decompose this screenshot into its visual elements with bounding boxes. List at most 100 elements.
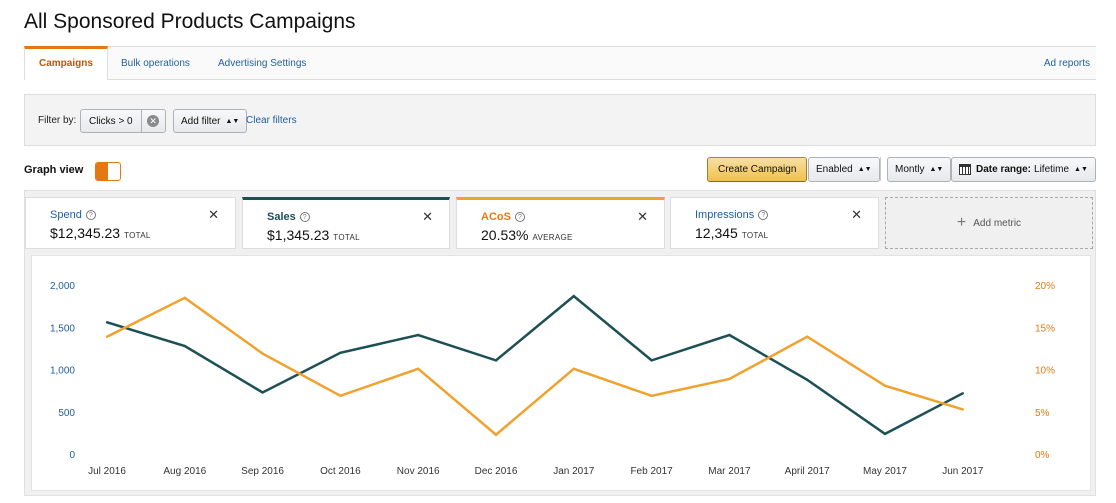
close-circle-icon: ✕	[147, 115, 160, 127]
metric-card-sales[interactable]: Sales? $1,345.23 TOTAL ✕	[242, 197, 450, 249]
y-right-tick-label: 5%	[1035, 408, 1050, 419]
data-point-sales	[105, 321, 109, 324]
metric-card-spend[interactable]: Spend? $12,345.23 TOTAL ✕	[25, 197, 236, 249]
metric-name: Sales?	[267, 211, 310, 223]
data-point-acos	[572, 367, 575, 371]
calendar-icon	[959, 164, 971, 175]
filter-bar: Filter by: Clicks > 0 ✕ Add filter ▲▼ Cle…	[24, 94, 1096, 146]
data-point-acos	[183, 296, 186, 300]
add-filter-button[interactable]: Add filter ▲▼	[173, 109, 248, 133]
data-point-sales	[417, 333, 420, 337]
filter-chip: Clicks > 0 ✕	[80, 109, 166, 133]
y-right-tick-label: 0%	[1035, 450, 1050, 461]
x-tick-label: Dec 2016	[475, 466, 518, 477]
date-range-value: Lifetime	[1034, 164, 1070, 175]
data-point-sales	[883, 432, 887, 436]
caret-icon: ▲▼	[929, 166, 944, 173]
metrics-panel: Spend? $12,345.23 TOTAL ✕ Sales? $1,345.2…	[24, 190, 1096, 496]
tab-bar: Campaigns Bulk operations Advertising Se…	[24, 46, 1096, 80]
metric-kind: AVERAGE	[532, 233, 573, 242]
x-tick-label: Mar 2017	[708, 466, 751, 477]
caret-icon: ▲▼	[857, 166, 872, 173]
date-range-label: Date range:	[976, 164, 1032, 175]
y-left-tick-label: 2,000	[50, 281, 75, 292]
y-left-tick-label: 0	[69, 450, 75, 461]
add-filter-label: Add filter	[181, 115, 221, 127]
x-tick-label: April 2017	[785, 466, 830, 477]
x-tick-label: Sep 2016	[241, 466, 284, 477]
metric-name: Impressions?	[695, 209, 769, 221]
filter-label: Filter by:	[38, 115, 77, 126]
filter-chip-label: Clicks > 0	[89, 115, 133, 127]
metric-card-impressions[interactable]: Impressions? 12,345 TOTAL ✕	[670, 197, 879, 249]
metric-value: 20.53% AVERAGE	[481, 227, 573, 243]
help-icon[interactable]: ?	[514, 212, 525, 222]
y-right-tick-label: 10%	[1035, 366, 1055, 377]
metric-name-text: Spend	[50, 209, 82, 221]
help-icon[interactable]: ?	[758, 210, 769, 220]
help-icon[interactable]: ?	[85, 210, 96, 220]
tab-advertising-settings[interactable]: Advertising Settings	[218, 58, 307, 69]
data-point-sales	[961, 392, 964, 395]
data-point-acos	[339, 394, 342, 398]
close-icon[interactable]: ✕	[637, 209, 648, 224]
line-chart: 2,000 1,500 1,000 500 0 20% 15% 10% 5% 0% Jul 2016…	[50, 281, 1055, 477]
metric-value-text: $1,345.23	[267, 227, 330, 243]
close-icon[interactable]: ✕	[208, 207, 219, 222]
metric-kind: TOTAL	[333, 233, 360, 242]
metric-kind: TOTAL	[124, 231, 151, 240]
remove-filter-button[interactable]: ✕	[140, 110, 165, 132]
toolbar-divider	[880, 157, 881, 181]
x-tick-label: May 2017	[863, 466, 907, 477]
metric-card-acos[interactable]: ACoS? 20.53% AVERAGE ✕	[456, 197, 665, 249]
x-tick-label: Jul 2016	[88, 466, 126, 477]
x-tick-label: Jun 2017	[942, 466, 984, 477]
add-metric-button[interactable]: + Add metric	[885, 197, 1093, 249]
metric-value-text: $12,345.23	[50, 225, 121, 241]
data-point-sales	[494, 359, 498, 362]
metric-name: Spend?	[50, 209, 96, 221]
x-tick-label: Nov 2016	[397, 466, 440, 477]
data-point-sales	[572, 294, 575, 298]
y-left-tick-label: 500	[58, 408, 75, 419]
data-point-sales	[339, 351, 342, 354]
y-right-tick-label: 15%	[1035, 323, 1055, 334]
status-dropdown[interactable]: Enabled ▲▼	[808, 157, 880, 182]
data-point-sales	[728, 333, 731, 337]
close-icon[interactable]: ✕	[851, 207, 862, 222]
x-tick-label: Aug 2016	[163, 466, 206, 477]
series-line-sales	[106, 294, 964, 436]
y-left-tick-label: 1,000	[50, 366, 75, 377]
y-left-tick-label: 1,500	[50, 323, 75, 334]
date-range-dropdown[interactable]: Date range: Lifetime ▲▼	[951, 157, 1096, 182]
clear-filters-link[interactable]: Clear filters	[246, 115, 297, 126]
help-icon[interactable]: ?	[299, 212, 310, 222]
data-point-acos	[417, 367, 420, 371]
metric-name-text: Sales	[267, 211, 296, 223]
period-value: Montly	[895, 164, 925, 175]
x-tick-label: Oct 2016	[320, 466, 361, 477]
metric-value-text: 12,345	[695, 225, 738, 241]
create-campaign-button[interactable]: Create Campaign	[707, 157, 808, 182]
status-value: Enabled	[816, 164, 853, 175]
metric-name-text: Impressions	[695, 209, 755, 221]
metric-name-text: ACoS	[481, 211, 511, 223]
caret-icon: ▲▼	[225, 117, 240, 125]
ad-reports-link[interactable]: Ad reports	[1043, 58, 1090, 69]
graph-view-toggle[interactable]	[95, 162, 121, 181]
data-point-sales	[650, 359, 653, 362]
data-point-acos	[883, 384, 887, 387]
data-point-sales	[261, 391, 264, 394]
data-point-acos	[261, 352, 264, 355]
close-icon[interactable]: ✕	[422, 209, 433, 224]
metric-kind: TOTAL	[741, 231, 769, 240]
metric-name: ACoS?	[481, 211, 525, 223]
data-point-acos	[961, 408, 964, 411]
chart-container: 2,000 1,500 1,000 500 0 20% 15% 10% 5% 0% Jul 2016…	[31, 255, 1091, 491]
tab-bulk-operations[interactable]: Bulk operations	[121, 58, 190, 69]
metric-value-text: 20.53%	[481, 227, 529, 243]
metric-value: $1,345.23 TOTAL	[267, 227, 360, 243]
period-dropdown[interactable]: Montly ▲▼	[887, 157, 952, 182]
tab-campaigns[interactable]: Campaigns	[24, 46, 108, 80]
metric-value: 12,345 TOTAL	[695, 225, 768, 241]
